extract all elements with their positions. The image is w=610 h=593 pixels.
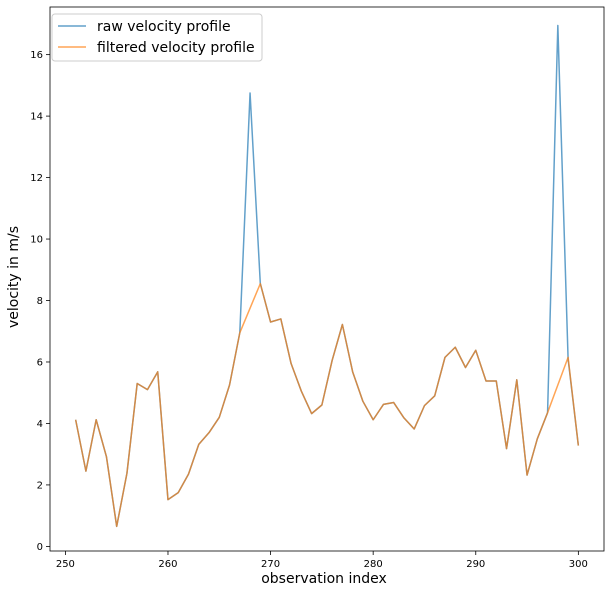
y-tick-label: 12 [30, 173, 43, 184]
legend-label-raw: raw velocity profile [97, 19, 231, 35]
y-tick-label: 16 [30, 50, 43, 61]
plot-area [49, 6, 605, 552]
y-axis: 0 2 4 6 8 10 12 14 16 [30, 50, 50, 553]
x-tick-label: 260 [158, 559, 177, 570]
y-tick-label: 6 [37, 357, 43, 368]
x-tick-label: 300 [569, 559, 588, 570]
legend: raw velocity profile filtered velocity p… [51, 13, 263, 62]
y-tick-label: 0 [37, 542, 43, 553]
y-tick-label: 14 [30, 112, 43, 123]
y-tick-label: 10 [30, 235, 43, 246]
x-axis: 250 260 270 280 290 300 [56, 551, 588, 570]
series-line-filtered [74, 282, 580, 528]
x-tick-label: 250 [56, 559, 75, 570]
y-axis-label: velocity in m/s [6, 226, 22, 328]
x-tick-label: 290 [466, 559, 485, 570]
x-tick-label: 280 [364, 559, 383, 570]
legend-box [51, 13, 263, 62]
x-axis-label: observation index [261, 571, 387, 587]
y-tick-label: 2 [37, 480, 43, 491]
plot-frame [49, 6, 605, 552]
series-layer [74, 24, 580, 528]
legend-label-filtered: filtered velocity profile [97, 40, 255, 56]
x-tick-label: 270 [261, 559, 280, 570]
y-tick-label: 8 [37, 296, 43, 307]
y-tick-label: 4 [37, 419, 43, 430]
